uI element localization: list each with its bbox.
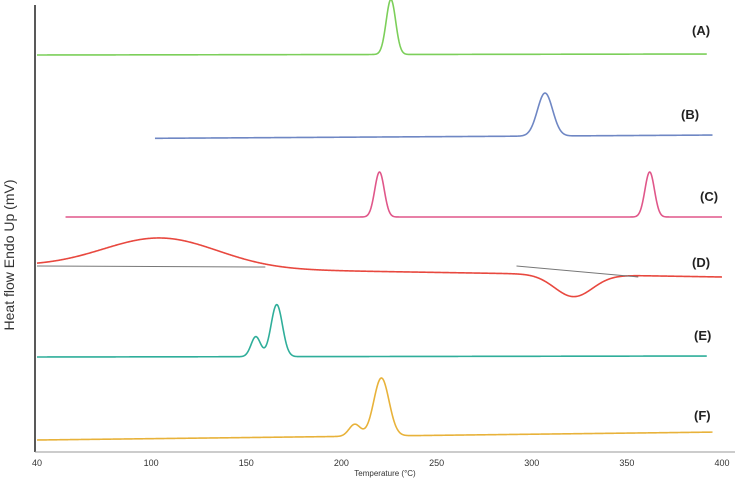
x-tick-labels: 40 100 150 200 250 300 350 400 (32, 458, 730, 468)
curves-group (36, 0, 723, 441)
x-tick-label: 250 (429, 458, 444, 468)
x-tick-label: 200 (334, 458, 349, 468)
x-tick-label: 150 (239, 458, 254, 468)
dsc-curve-c (65, 171, 722, 218)
curve-labels-group: (A) (B) (C) (D) (E) (F) (681, 23, 718, 423)
curve-label-f: (F) (694, 408, 711, 423)
dsc-curve-f (36, 377, 713, 441)
x-tick-label: 350 (619, 458, 634, 468)
x-tick-label: 100 (144, 458, 159, 468)
baseline-line-d-1 (36, 265, 266, 268)
dsc-curve-e (37, 303, 707, 358)
x-tick-label: 300 (524, 458, 539, 468)
x-tick-label: 40 (32, 458, 42, 468)
curve-label-d: (D) (692, 255, 710, 270)
dsc-curve-a (37, 0, 707, 56)
dsc-curve-b (154, 92, 713, 140)
curve-label-a: (A) (692, 23, 710, 38)
x-axis-label: Temperature (°C) (354, 469, 416, 478)
x-tick-label: 400 (714, 458, 729, 468)
y-axis-label: Heat flow Endo Up (mV) (1, 180, 17, 331)
dsc-curve-d (36, 237, 723, 298)
curve-label-c: (C) (700, 189, 718, 204)
curve-label-b: (B) (681, 107, 699, 122)
curve-label-e: (E) (694, 328, 711, 343)
baseline-line-d-2 (516, 265, 639, 278)
